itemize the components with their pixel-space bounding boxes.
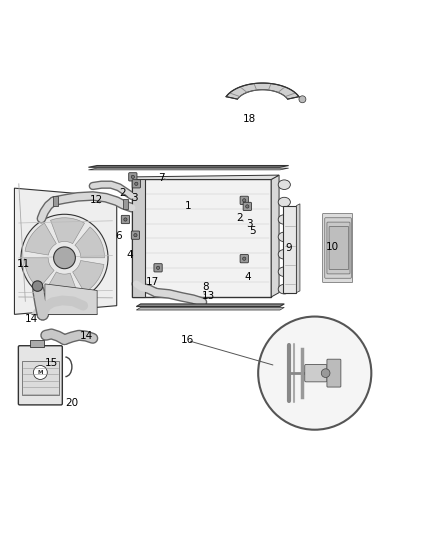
Circle shape [53, 247, 75, 269]
Polygon shape [226, 83, 299, 99]
Text: 3: 3 [246, 219, 253, 229]
Text: 7: 7 [158, 173, 165, 183]
Bar [30, 341, 45, 347]
FancyBboxPatch shape [327, 359, 341, 387]
Text: 5: 5 [250, 226, 256, 236]
FancyBboxPatch shape [154, 264, 162, 272]
Circle shape [243, 257, 246, 260]
Polygon shape [88, 168, 289, 170]
Text: 11: 11 [17, 260, 30, 269]
Polygon shape [25, 223, 57, 255]
Circle shape [134, 182, 138, 185]
Circle shape [33, 366, 47, 379]
Text: 1: 1 [185, 201, 192, 212]
FancyBboxPatch shape [305, 365, 327, 382]
Text: 16: 16 [181, 335, 194, 345]
FancyBboxPatch shape [322, 213, 353, 282]
Polygon shape [297, 204, 300, 293]
Circle shape [124, 218, 127, 221]
FancyBboxPatch shape [240, 255, 248, 263]
Ellipse shape [278, 197, 290, 207]
Polygon shape [14, 188, 117, 314]
Text: 10: 10 [325, 242, 339, 252]
Text: 12: 12 [90, 196, 103, 205]
Bar [283, 206, 297, 293]
FancyBboxPatch shape [325, 218, 351, 278]
Circle shape [21, 214, 108, 301]
Text: 14: 14 [80, 331, 93, 341]
Polygon shape [132, 175, 279, 180]
Bar [123, 199, 128, 209]
Text: 4: 4 [244, 272, 251, 282]
FancyBboxPatch shape [18, 346, 62, 405]
Bar [22, 361, 59, 395]
Text: 18: 18 [243, 114, 256, 124]
FancyBboxPatch shape [327, 222, 350, 274]
FancyBboxPatch shape [240, 196, 248, 205]
FancyBboxPatch shape [132, 180, 141, 188]
Bar [53, 196, 58, 206]
Polygon shape [45, 284, 97, 314]
Circle shape [131, 175, 134, 179]
Text: 2: 2 [119, 188, 126, 198]
Text: M: M [38, 370, 43, 375]
Polygon shape [73, 261, 104, 293]
Text: 6: 6 [116, 231, 122, 241]
Text: 2: 2 [237, 213, 243, 223]
Circle shape [243, 199, 246, 202]
Text: 14: 14 [25, 314, 38, 324]
Text: 13: 13 [201, 291, 215, 301]
Polygon shape [271, 175, 279, 297]
FancyBboxPatch shape [131, 231, 140, 239]
FancyBboxPatch shape [243, 203, 251, 211]
Text: 15: 15 [45, 358, 58, 368]
Bar [132, 180, 271, 297]
Bar [132, 180, 145, 297]
Polygon shape [88, 166, 289, 167]
Text: 17: 17 [146, 277, 159, 287]
Polygon shape [32, 301, 97, 314]
Ellipse shape [278, 284, 290, 294]
Polygon shape [25, 258, 54, 289]
Text: 20: 20 [65, 398, 78, 408]
Circle shape [156, 266, 160, 270]
FancyBboxPatch shape [329, 227, 349, 270]
Text: 8: 8 [203, 282, 209, 292]
Circle shape [134, 233, 137, 237]
Ellipse shape [278, 180, 290, 189]
Polygon shape [136, 304, 284, 306]
Ellipse shape [278, 232, 290, 241]
Polygon shape [136, 308, 284, 310]
Polygon shape [50, 218, 85, 244]
Ellipse shape [278, 215, 290, 224]
Ellipse shape [278, 267, 290, 277]
Circle shape [321, 369, 330, 377]
Text: 9: 9 [285, 243, 292, 253]
Polygon shape [75, 227, 105, 258]
Circle shape [299, 96, 306, 103]
Polygon shape [45, 272, 78, 298]
Circle shape [32, 281, 43, 292]
Text: 4: 4 [127, 250, 133, 260]
FancyBboxPatch shape [129, 173, 137, 181]
Circle shape [258, 317, 371, 430]
Text: 3: 3 [131, 193, 138, 203]
Circle shape [246, 205, 249, 208]
Ellipse shape [278, 249, 290, 259]
FancyBboxPatch shape [121, 215, 130, 224]
